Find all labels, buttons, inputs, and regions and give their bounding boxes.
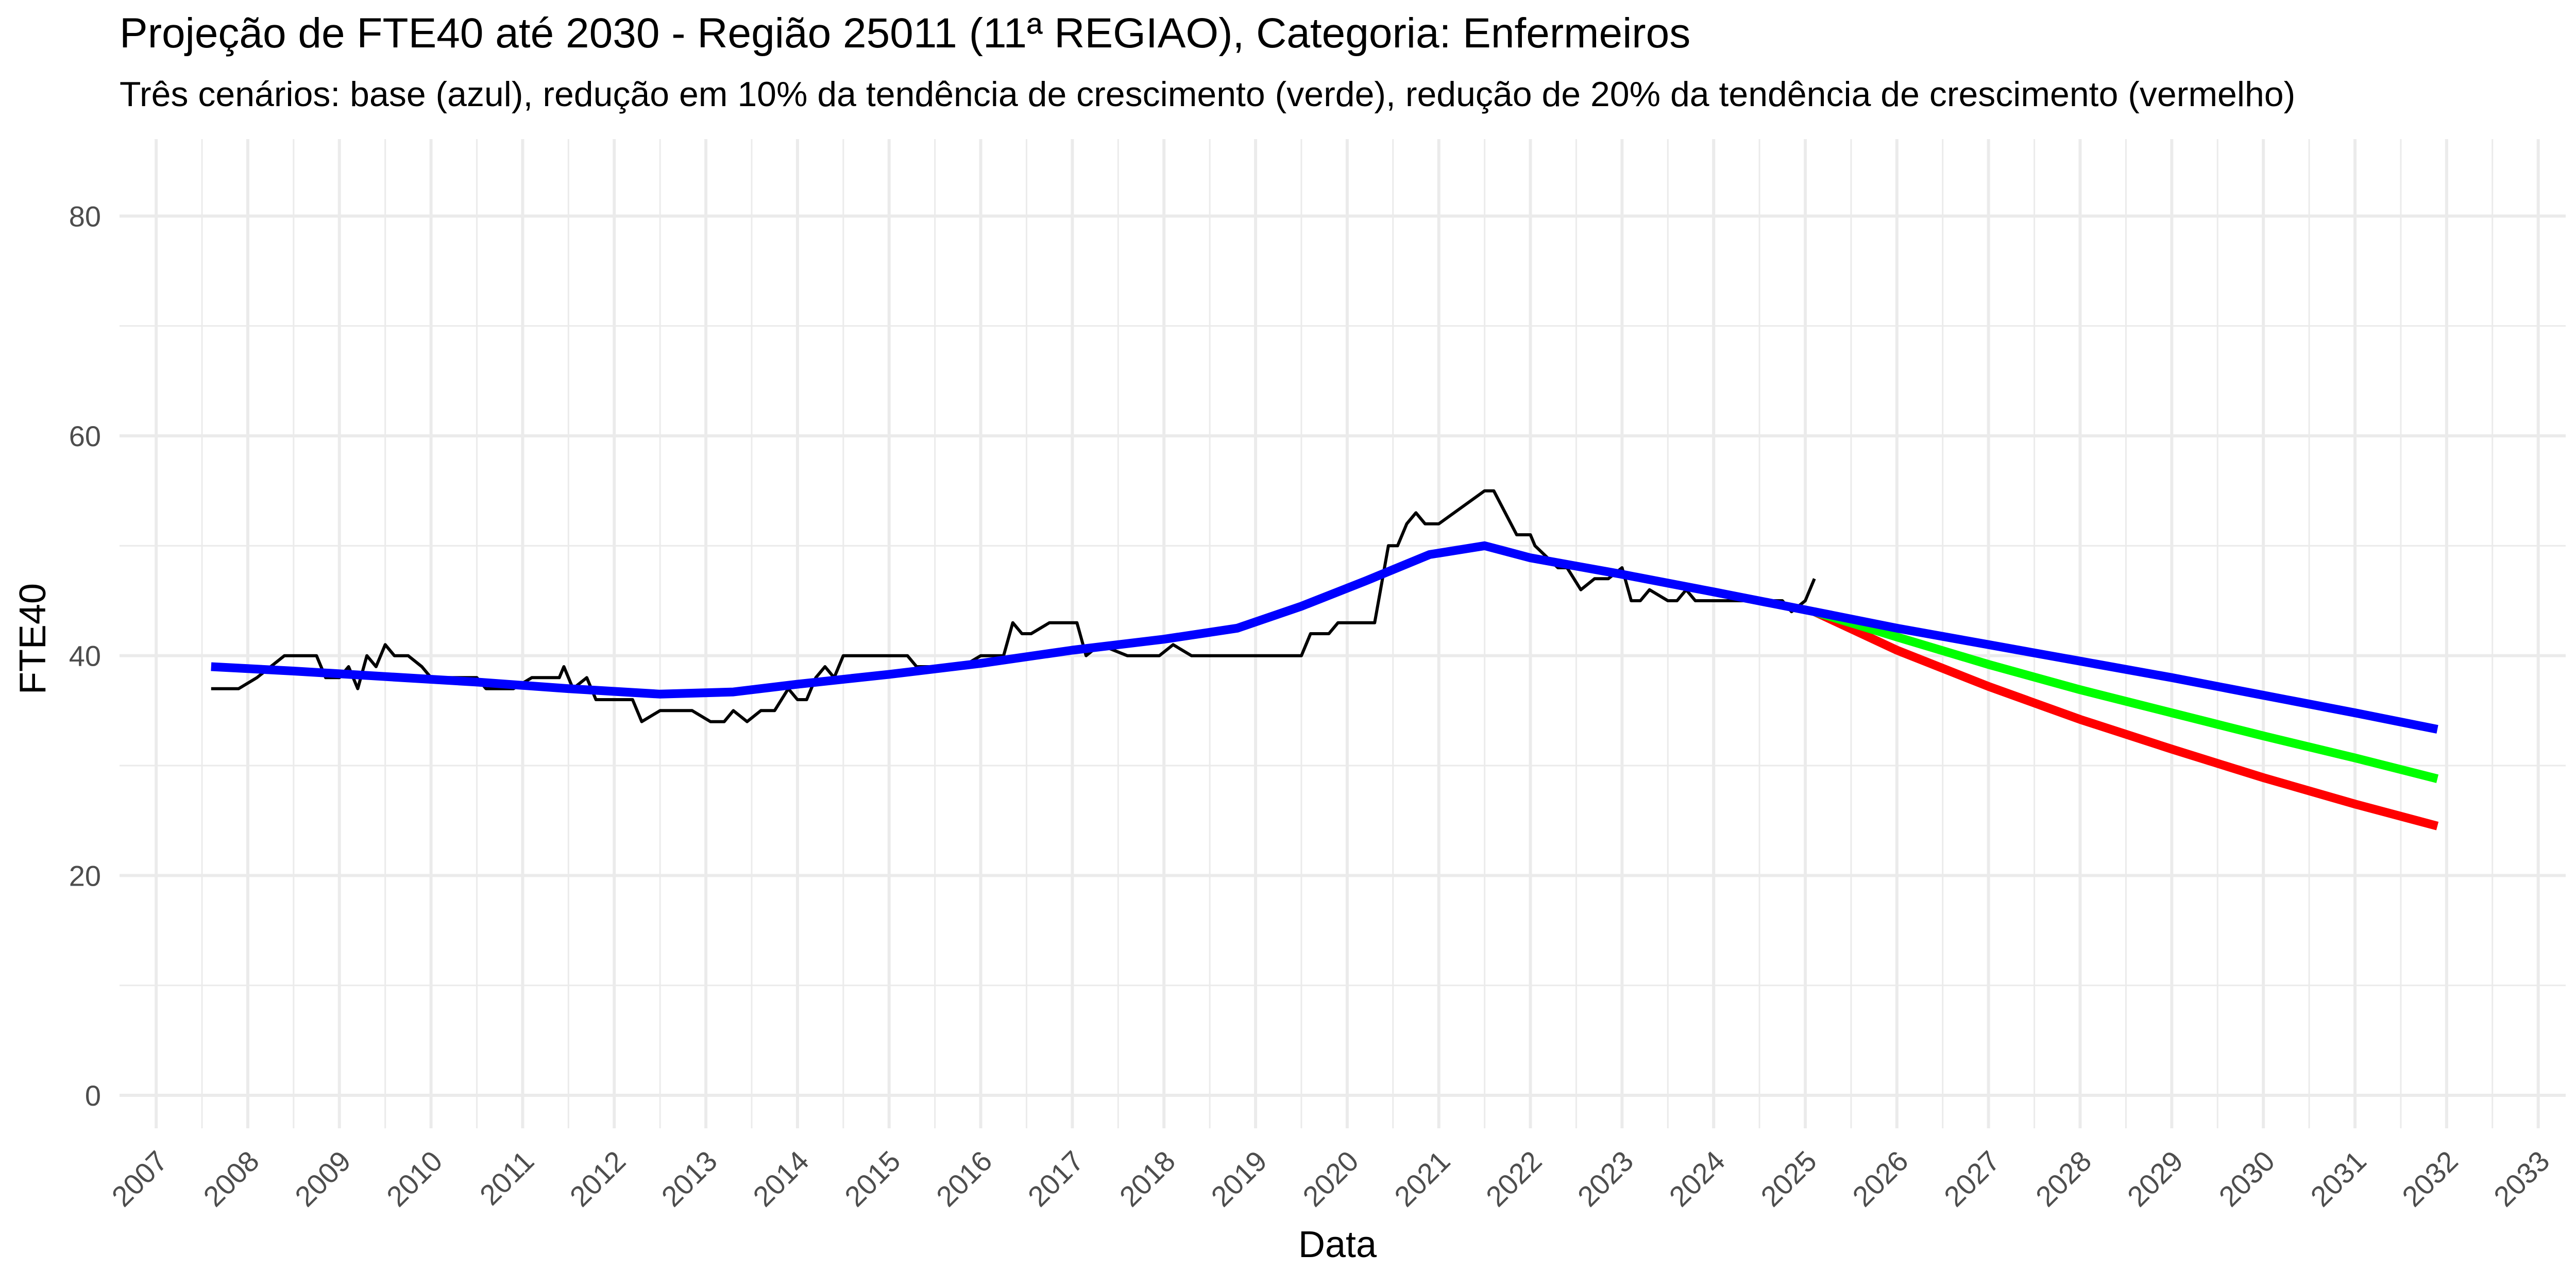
x-tick-label: 2033	[2487, 1144, 2556, 1213]
x-tick-label: 2024	[1663, 1144, 1732, 1213]
series-layer	[211, 489, 2439, 831]
x-tick-label: 2026	[1846, 1144, 1914, 1213]
x-tick-label: 2008	[197, 1144, 265, 1213]
x-tick-label: 2022	[1480, 1144, 1548, 1213]
y-tick-label: 0	[85, 1079, 101, 1112]
x-tick-labels: 2007 2008 2009 2010 2011 2012 2013 2014 2015 2016…	[105, 1144, 2555, 1213]
chart-subtitle: Três cenários: base (azul), redução em 1…	[120, 75, 2295, 114]
x-tick-label: 2027	[1938, 1144, 2006, 1213]
y-axis-label: FTE40	[12, 583, 54, 694]
x-tick-label: 2025	[1754, 1144, 1823, 1213]
grid-major	[120, 139, 2566, 1128]
x-tick-label: 2021	[1388, 1144, 1456, 1213]
chart-title: Projeção de FTE40 até 2030 - Região 2501…	[120, 10, 1690, 57]
x-tick-label: 2011	[473, 1144, 540, 1211]
series-line-reduction_10	[1813, 607, 2439, 783]
x-tick-label: 2018	[1113, 1144, 1182, 1213]
x-tick-label: 2014	[747, 1144, 815, 1213]
x-tick-label: 2007	[105, 1144, 174, 1213]
x-tick-label: 2029	[2121, 1144, 2190, 1213]
x-tick-label: 2016	[930, 1144, 998, 1213]
y-tick-label: 20	[69, 859, 101, 892]
x-tick-label: 2031	[2304, 1144, 2372, 1213]
x-tick-label: 2019	[1205, 1144, 1273, 1213]
series-line-observed	[211, 489, 1816, 723]
x-tick-label: 2013	[655, 1144, 723, 1213]
x-axis-label: Data	[1298, 1224, 1377, 1265]
x-tick-label: 2010	[380, 1144, 449, 1213]
x-tick-label: 2017	[1022, 1144, 1090, 1213]
x-tick-label: 2012	[564, 1144, 632, 1213]
series-line-reduction_20	[1812, 607, 2439, 831]
series-line-base	[211, 541, 2438, 734]
x-tick-label: 2030	[2212, 1144, 2281, 1213]
x-tick-label: 2032	[2396, 1144, 2464, 1213]
y-tick-label: 80	[69, 200, 101, 232]
x-tick-label: 2020	[1296, 1144, 1365, 1213]
grid-minor	[120, 139, 2566, 1128]
y-tick-labels: 0 20 40 60 80	[69, 200, 101, 1112]
y-tick-label: 40	[69, 640, 101, 672]
x-tick-label: 2023	[1571, 1144, 1640, 1213]
x-tick-label: 2028	[2029, 1144, 2098, 1213]
x-tick-label: 2015	[838, 1144, 907, 1213]
y-tick-label: 60	[69, 420, 101, 452]
x-tick-label: 2009	[289, 1144, 357, 1213]
